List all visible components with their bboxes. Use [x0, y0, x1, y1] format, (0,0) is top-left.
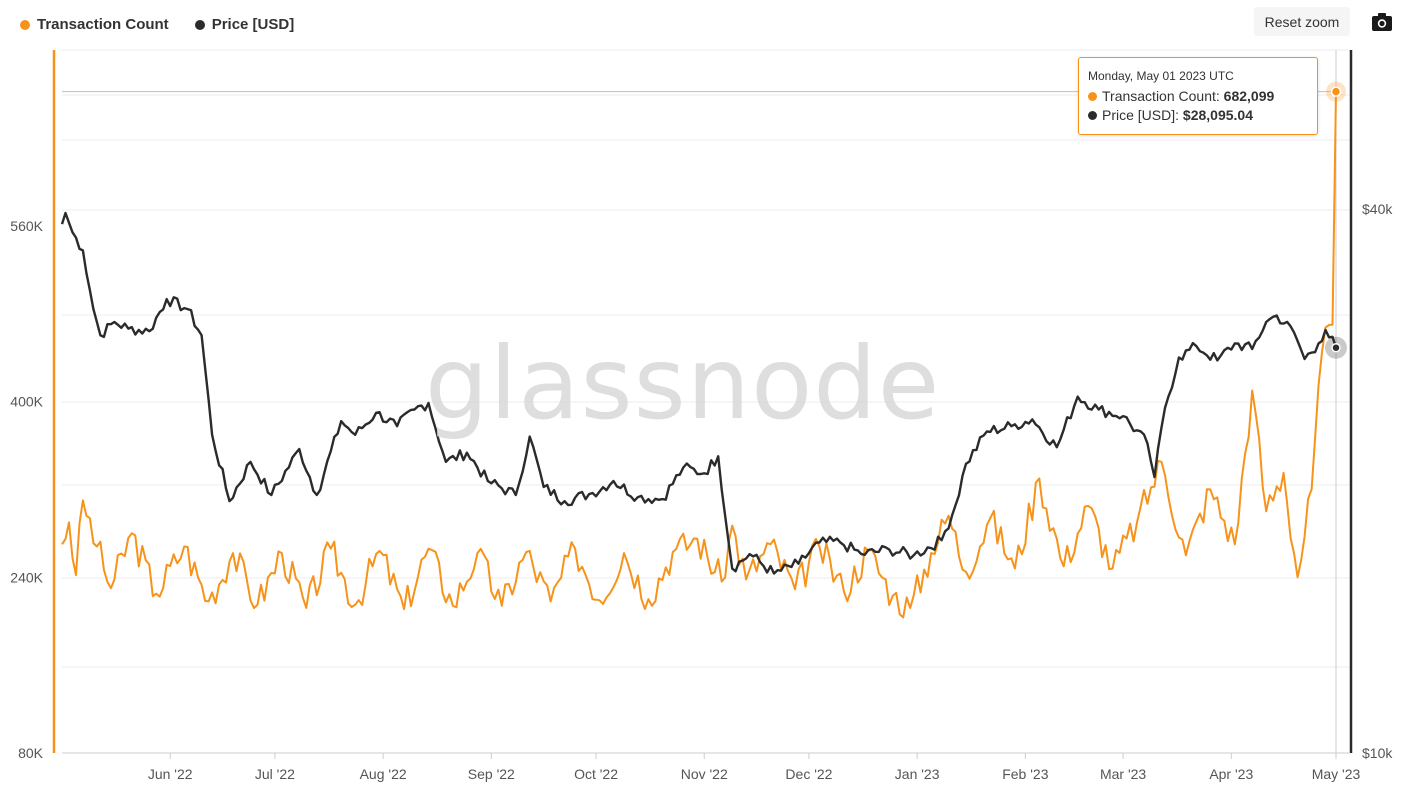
x-tick-label: May '23	[1312, 766, 1361, 782]
y-left-tick-label: 240K	[10, 569, 43, 585]
tooltip-value-transaction-count: 682,099	[1223, 88, 1275, 104]
x-axis: Jun '22 Jul '22 Aug '22 Sep '22 Oct '22 Nov '…	[62, 752, 1361, 782]
hover-point-transaction-count	[1330, 86, 1342, 97]
series-line-transaction-count[interactable]	[61, 91, 1337, 619]
y-left-tick-label: 560K	[10, 218, 43, 234]
tooltip-date: Monday, May 01 2023 UTC	[1088, 69, 1234, 83]
legend-label-transaction-count: Transaction Count	[37, 16, 169, 33]
x-tick-label: Jun '22	[148, 766, 193, 782]
legend-item-price[interactable]: Price [USD]	[194, 16, 295, 33]
y-axis-right: $10k $40k	[1349, 50, 1393, 761]
tooltip-value-price: $28,095.04	[1182, 107, 1253, 123]
hover-markers	[1325, 81, 1347, 359]
y-right-tick-label: $40k	[1362, 201, 1393, 217]
tooltip-label-price: Price [USD]	[1102, 107, 1176, 123]
tooltip-dot-price	[1088, 111, 1097, 120]
tooltip: Monday, May 01 2023 UTC Transaction Coun…	[1078, 57, 1318, 135]
y-axis-left: 80K 240K 400K 560K	[10, 50, 56, 761]
legend-dot-transaction-count	[20, 19, 30, 30]
x-tick-label: Nov '22	[681, 766, 728, 782]
legend-dot-price	[194, 19, 205, 30]
x-tick-label: Apr '23	[1209, 766, 1253, 782]
y-left-tick-label: 400K	[10, 394, 43, 410]
x-tick-label: Sep '22	[468, 766, 515, 782]
x-tick-label: Jul '22	[255, 766, 295, 782]
x-tick-label: Oct '22	[574, 766, 618, 782]
tooltip-row-price: Price [USD]: $28,095.04	[1088, 107, 1253, 123]
legend: Transaction Count Price [USD]	[20, 16, 294, 33]
x-tick-label: Jan '23	[895, 766, 940, 782]
legend-item-transaction-count[interactable]: Transaction Count	[20, 16, 169, 33]
x-tick-label: Aug '22	[360, 766, 407, 782]
reset-zoom-button[interactable]: Reset zoom	[1254, 7, 1350, 36]
camera-icon[interactable]	[1371, 11, 1393, 33]
x-tick-label: Feb '23	[1002, 766, 1048, 782]
x-tick-label: Mar '23	[1100, 766, 1146, 782]
tooltip-label-transaction-count: Transaction Count	[1102, 88, 1216, 104]
grid-lines	[62, 49, 1350, 754]
tooltip-dot-transaction-count	[1088, 92, 1097, 101]
y-left-tick-label: 80K	[18, 745, 44, 761]
legend-label-price: Price [USD]	[211, 16, 295, 33]
x-tick-label: Dec '22	[785, 766, 832, 782]
y-right-tick-label: $10k	[1362, 745, 1393, 761]
tooltip-row-transaction-count: Transaction Count: 682,099	[1088, 88, 1274, 104]
hover-point-price	[1331, 342, 1341, 353]
series-line-price[interactable]	[60, 211, 1338, 575]
